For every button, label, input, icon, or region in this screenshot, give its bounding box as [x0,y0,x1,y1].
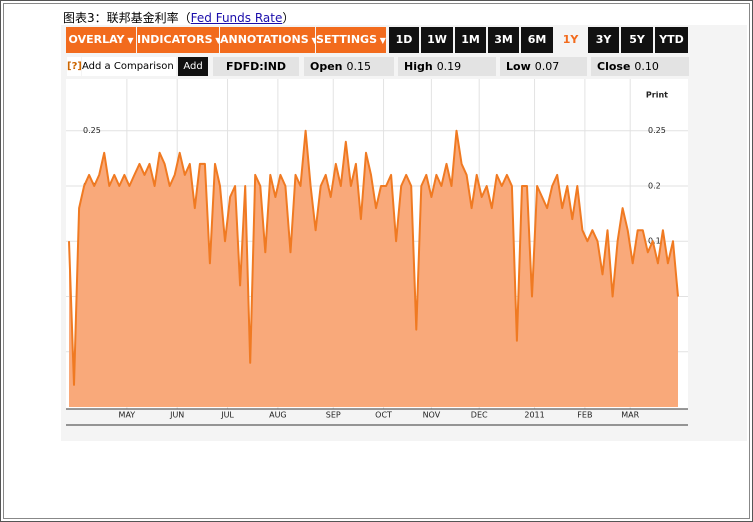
range-button[interactable]: 1Y [555,27,586,53]
caption-text: 图表3：联邦基金利率（ [63,11,191,25]
field-value: 0.07 [534,60,560,73]
menu-button[interactable]: INDICATORS [137,27,219,53]
field-label: Open [310,60,343,73]
quote-field: Open 0.15 [304,57,394,76]
menu-button[interactable]: OVERLAY [66,27,136,53]
quote-field: Close 0.10 [591,57,689,76]
y-tick-label: 0.15 [648,237,666,246]
field-value: 0.10 [634,60,659,73]
menu-button[interactable]: SETTINGS [316,27,386,53]
y-tick-label: 0.25 [83,126,101,135]
y-tick-label: 0.25 [648,126,666,135]
menu-button[interactable]: ANNOTATIONS [220,27,315,53]
range-button[interactable]: YTD [655,27,688,53]
area-fill [69,130,678,407]
field-label: Low [506,60,531,73]
range-button[interactable]: 6M [521,27,553,53]
x-tick-label: FEB [577,411,592,420]
x-tick-label: 2011 [524,411,544,420]
x-tick-label: NOV [423,411,441,420]
compare-input[interactable]: Add a Comparison [82,57,176,76]
print-link[interactable]: Print [646,91,668,100]
x-tick-label: MAR [621,411,639,420]
caption: 图表3：联邦基金利率（Fed Funds Rate） [63,9,294,26]
x-tick-label: SEP [326,411,341,420]
caption-text: ） [282,11,295,25]
link[interactable]: Fed Funds Rate [190,11,283,25]
quote-field: Low 0.07 [500,57,587,76]
x-tick-label: MAY [119,411,136,420]
field-value: 0.15 [346,60,372,73]
x-tick-label: OCT [375,411,392,420]
ticker: FDFD:IND [213,57,299,76]
field-value: 0.19 [436,60,462,73]
range-button[interactable]: 1D [389,27,419,53]
field-label: High [404,60,433,73]
line [68,129,679,386]
range-button[interactable]: 1M [455,27,486,53]
frame [3,3,750,519]
y-tick-label: 0.2 [648,181,661,190]
quote-field: High 0.19 [398,57,496,76]
range-button[interactable]: 3M [488,27,519,53]
range-button[interactable]: 5Y [621,27,653,53]
range-button[interactable]: 1W [421,27,453,53]
x-tick-label: JUL [220,411,234,420]
x-tick-label: JUN [169,411,184,420]
x-tick-label: AUG [269,411,287,420]
field-label: Close [597,60,631,73]
range-button[interactable]: 3Y [588,27,619,53]
x-tick-label: DEC [471,411,488,420]
help-icon[interactable]: [?] [67,57,82,76]
add-button[interactable]: Add [178,57,208,76]
